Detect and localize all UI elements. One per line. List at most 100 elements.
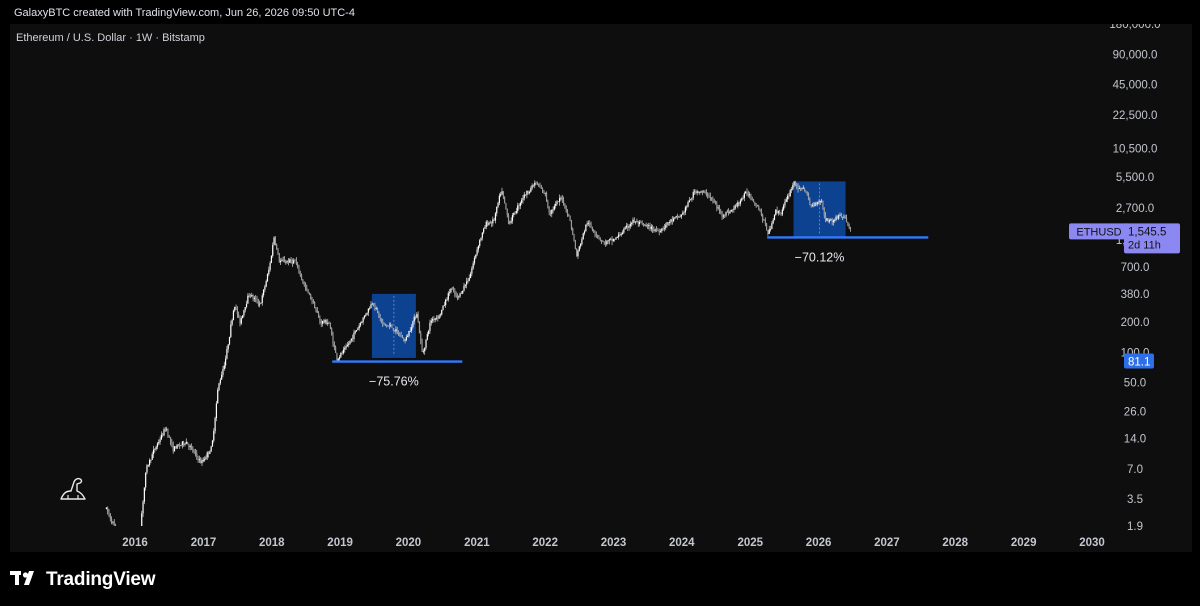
candle-body: [335, 346, 337, 353]
candle-body: [173, 446, 176, 452]
chart-panel[interactable]: 180,000.0 90,000.0 45,000.0 22,500.0 10,500.…: [10, 24, 1192, 552]
candle-body: [486, 221, 489, 225]
candle-body: [843, 216, 845, 218]
candle-body: [514, 212, 516, 214]
candle-body: [352, 338, 354, 340]
candle-body: [769, 228, 772, 230]
candle-body: [270, 255, 273, 263]
candle-body: [290, 259, 292, 262]
last-price-value: 1,545.5: [1128, 226, 1166, 238]
candle-body: [776, 209, 778, 213]
candle-body: [814, 202, 816, 207]
candle-body: [146, 465, 148, 473]
candle-body: [148, 460, 151, 466]
candle-body: [242, 315, 244, 319]
candle-body: [536, 183, 538, 185]
candle-body: [255, 297, 257, 299]
candle-body: [386, 324, 388, 326]
candle-body: [434, 318, 436, 320]
candle-body: [625, 225, 628, 228]
candle-body: [604, 242, 607, 245]
candle-body: [742, 197, 744, 199]
candle-body: [687, 202, 689, 207]
candle-body: [564, 204, 566, 206]
price-tick-label: 200.0: [1121, 317, 1150, 329]
price-tick-label: 2,700.0: [1116, 203, 1154, 215]
candle-body: [828, 220, 831, 222]
candle-body: [286, 261, 288, 262]
candle-body: [120, 536, 121, 541]
candle-body: [211, 440, 214, 447]
candle-body: [771, 223, 773, 229]
candle-body: [391, 325, 393, 329]
candle-body: [504, 196, 506, 203]
tradingview-brand[interactable]: TradingView: [10, 566, 156, 594]
candle-body: [603, 242, 605, 243]
candle-body: [555, 204, 557, 207]
candle-body: [783, 205, 785, 210]
candle-body: [253, 297, 256, 299]
candle-body: [509, 222, 511, 224]
candle-body: [261, 295, 263, 303]
candle-body: [759, 209, 761, 212]
candle-body: [582, 233, 584, 240]
candle-body: [676, 216, 679, 217]
candle-body: [456, 295, 459, 298]
candle-body: [513, 212, 515, 216]
candle-body: [731, 209, 734, 211]
candle-body: [832, 220, 835, 223]
candle-body: [617, 234, 620, 238]
candle-body: [310, 294, 312, 300]
candle-body: [534, 182, 536, 186]
candle-body: [496, 206, 498, 214]
candle-body: [285, 261, 287, 263]
candle-body: [291, 261, 293, 264]
candle-body: [451, 288, 453, 290]
candle-body: [114, 525, 117, 526]
candle-body: [316, 310, 318, 314]
candle-body: [184, 443, 186, 445]
candle-body: [665, 224, 667, 228]
candle-body: [593, 229, 595, 233]
candle-body: [790, 189, 793, 191]
candle-body: [293, 260, 295, 264]
candle-body: [544, 192, 546, 194]
time-tick-label: 2029: [1011, 537, 1037, 549]
candle-body: [371, 303, 373, 305]
candle-body: [221, 374, 223, 380]
price-tick-label: 45,000.0: [1113, 80, 1158, 92]
candle-body: [792, 185, 794, 190]
candle-body: [628, 226, 630, 228]
candle-body: [784, 201, 786, 206]
candle-body: [811, 205, 814, 206]
candle-body: [460, 293, 462, 295]
candle-body: [109, 514, 111, 519]
candle-body: [505, 202, 507, 210]
price-tick-label: 26.0: [1124, 406, 1146, 418]
symbol-tag-label: ETHUSD: [1076, 226, 1121, 238]
candle-body: [682, 212, 684, 215]
candle-body: [777, 211, 780, 213]
candle-body: [793, 181, 795, 186]
candle-body: [747, 193, 749, 196]
candle-body: [317, 313, 320, 318]
candle-body: [739, 200, 742, 204]
candle-body: [547, 200, 549, 207]
candle-body: [545, 192, 548, 201]
candle-body: [847, 221, 849, 225]
candle-body: [168, 435, 170, 438]
candle-body: [172, 444, 174, 452]
candle-body: [824, 215, 827, 221]
candle-body: [439, 314, 442, 316]
candle-body: [823, 207, 825, 216]
candle-body: [807, 194, 810, 200]
price-chart[interactable]: 180,000.0 90,000.0 45,000.0 22,500.0 10,500.…: [10, 24, 1192, 552]
candle-body: [818, 201, 820, 203]
candle-body: [345, 346, 347, 348]
candle-body: [506, 209, 508, 216]
symbol-legend[interactable]: Ethereum / U.S. Dollar · 1W · Bitstamp: [16, 32, 205, 44]
candle-body: [116, 527, 117, 533]
candle-body: [340, 352, 342, 358]
candle-body: [337, 358, 339, 361]
candle-body: [737, 202, 739, 207]
